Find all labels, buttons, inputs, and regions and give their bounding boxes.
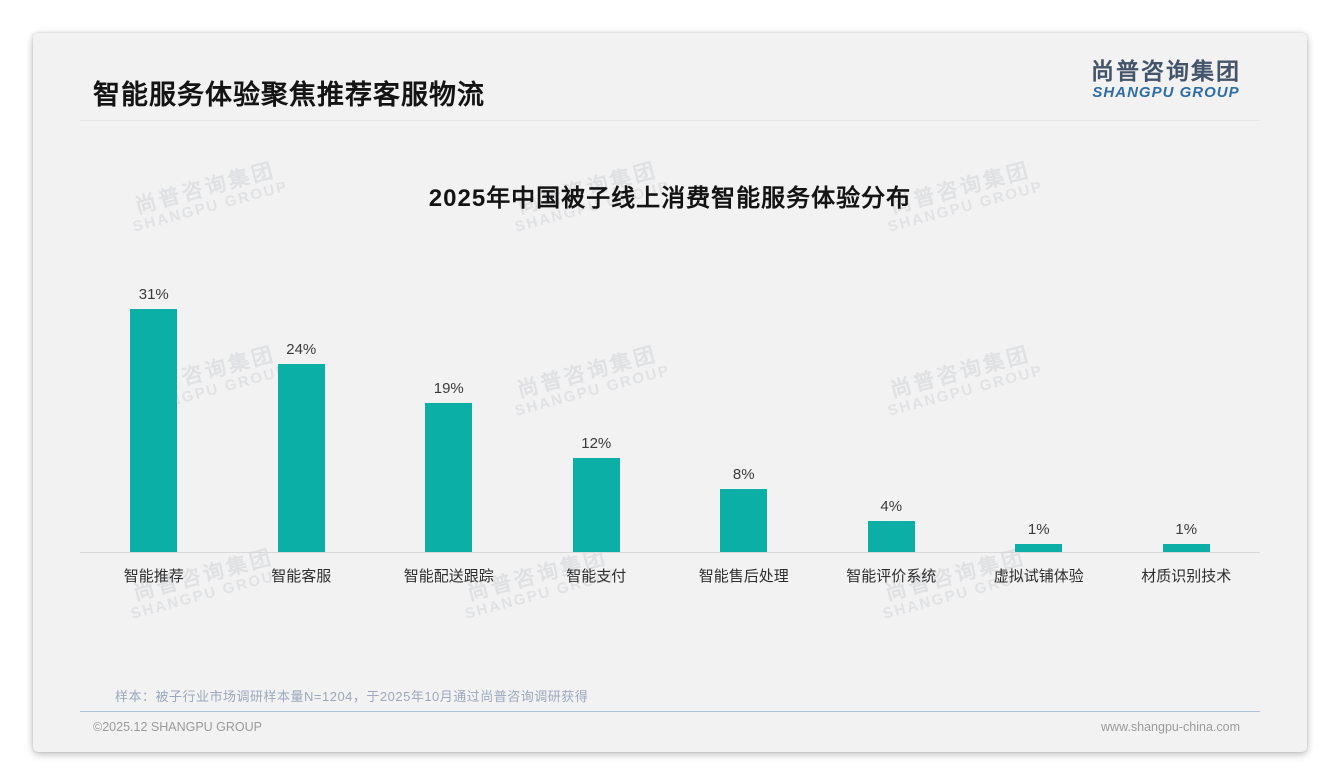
report-slide-card: 智能服务体验聚焦推荐客服物流 尚普咨询集团 SHANGPU GROUP 尚普咨询… [33, 33, 1307, 752]
company-logo-english: SHANGPU GROUP [1092, 84, 1240, 102]
title-divider [80, 120, 1260, 121]
bar-group: 1% [1113, 272, 1261, 552]
category-label: 智能售后处理 [698, 568, 789, 585]
bar [572, 457, 620, 552]
bar-value-label: 1% [1027, 521, 1050, 539]
bar-value-label: 8% [732, 466, 755, 484]
category-label: 智能推荐 [123, 568, 184, 585]
bar [277, 363, 325, 552]
bar [867, 520, 915, 552]
copyright-text: ©2025.12 SHANGPU GROUP [93, 720, 262, 734]
category-label: 智能评价系统 [846, 568, 937, 585]
company-logo-chinese: 尚普咨询集团 [1091, 58, 1241, 84]
bar-value-label: 24% [286, 340, 317, 358]
bar [425, 403, 473, 552]
bar-value-label: 12% [581, 434, 612, 452]
bar-group: 8% [670, 272, 818, 552]
bar-value-label: 31% [138, 285, 169, 303]
bar-chart-plot-area: 31% 24% 19% 12% 8% 4% 1% 1% [80, 272, 1260, 552]
bar-group: 19% [375, 272, 523, 552]
bar-group: 4% [818, 272, 966, 552]
bar-value-label: 4% [880, 497, 903, 515]
bar-group: 1% [965, 272, 1113, 552]
bar-value-label: 1% [1175, 521, 1198, 539]
bar-group: 31% [80, 272, 228, 552]
bar [1015, 544, 1063, 552]
category-label: 智能客服 [271, 568, 332, 585]
bar [1162, 544, 1210, 552]
category-label: 智能配送跟踪 [403, 568, 494, 585]
bar-value-label: 19% [433, 380, 464, 398]
x-axis-line [80, 552, 1260, 553]
x-axis-category-labels: 智能推荐 智能客服 智能配送跟踪 智能支付 智能售后处理 智能评价系统 虚拟试铺体验 材质识别… [80, 565, 1260, 586]
bar [130, 308, 178, 552]
website-url: www.shangpu-china.com [1101, 720, 1240, 734]
bar-group: 12% [523, 272, 671, 552]
category-label: 智能支付 [566, 568, 627, 585]
bar-group: 24% [228, 272, 376, 552]
bar [720, 489, 768, 552]
chart-title: 2025年中国被子线上消费智能服务体验分布 [428, 185, 912, 212]
footer-divider [80, 711, 1260, 712]
category-label: 虚拟试铺体验 [993, 568, 1084, 585]
page-title: 智能服务体验聚焦推荐客服物流 [93, 80, 485, 110]
sample-note: 样本：被子行业市场调研样本量N=1204，于2025年10月通过尚普咨询调研获得 [115, 689, 589, 704]
company-logo: 尚普咨询集团 SHANGPU GROUP [1091, 58, 1241, 102]
category-label: 材质识别技术 [1141, 568, 1232, 585]
